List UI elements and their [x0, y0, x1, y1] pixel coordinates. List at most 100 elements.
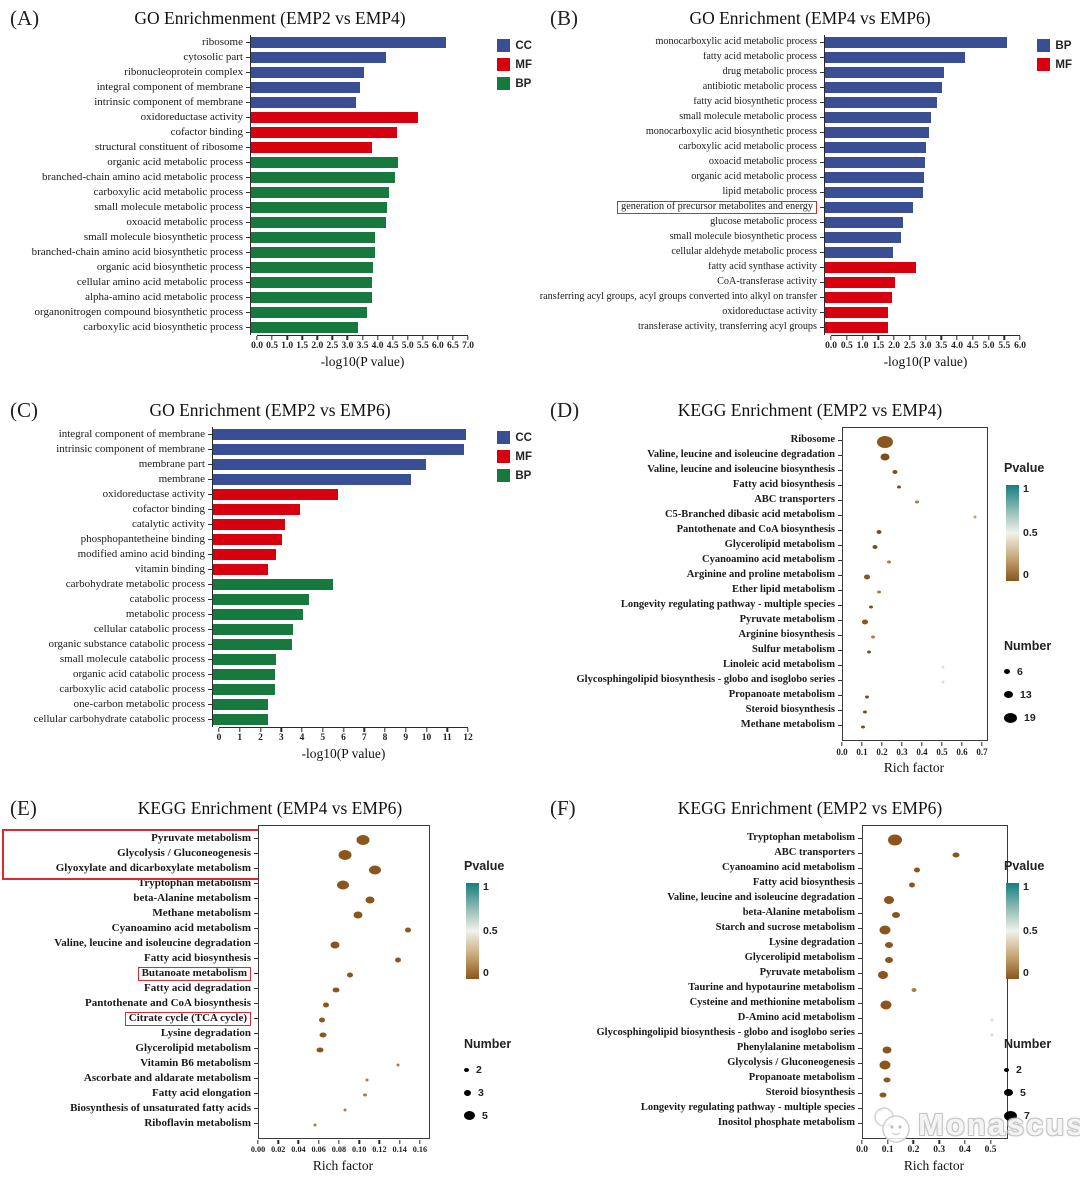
- y-tick-mark: [838, 724, 842, 727]
- bar-track: [212, 697, 468, 712]
- y-tick-mark: [246, 176, 250, 179]
- panel-go-enrichment-emp4-vs-emp6: (B) GO Enrichment (EMP4 vs EMP6) monocar…: [540, 0, 1080, 392]
- x-tick-label: 0.10: [352, 1145, 367, 1154]
- dot-label-row: Arginine biosynthesis: [540, 628, 842, 643]
- x-tick-mark: [909, 336, 911, 340]
- bar-track: [250, 155, 468, 170]
- bar-row: integral component of membrane: [0, 427, 540, 442]
- bar-row: metabolic process: [0, 607, 540, 622]
- category-label: drug metabolic process: [722, 67, 818, 78]
- dot-label-row: Glyoxylate and dicarboxylate metabolism: [0, 861, 258, 876]
- dot-label-row: Valine, leucine and isoleucine degradati…: [0, 936, 258, 951]
- panel-go-enrichment-emp2-vs-emp6: (C) GO Enrichment (EMP2 vs EMP6) integra…: [0, 392, 540, 790]
- bar-row: small molecule metabolic process: [0, 200, 540, 215]
- dot: [897, 485, 901, 488]
- bar: [213, 714, 269, 725]
- dot-label-row: Fatty acid elongation: [0, 1086, 258, 1101]
- category-label-cell: oxoacid metabolic process: [0, 217, 250, 228]
- category-label: Vitamin B6 metabolism: [140, 1057, 251, 1069]
- x-tick-label: 0.0: [251, 341, 263, 351]
- category-label: ribonucleoprotein complex: [124, 67, 243, 78]
- y-tick-mark: [246, 236, 250, 239]
- pvalue-tick-label: 0.5: [483, 925, 498, 937]
- category-label-cell: organic acid metabolic process: [0, 157, 250, 168]
- bar: [213, 429, 466, 440]
- x-tick-label: 3.0: [341, 341, 354, 351]
- category-label-cell: branched-chain amino acid biosynthetic p…: [0, 247, 250, 258]
- bar-rows: monocarboxylic acid metabolic process fat…: [540, 35, 1080, 335]
- category-label: Glycolysis / Gluconeogenesis: [117, 847, 251, 859]
- category-label: Methane metabolism: [152, 907, 251, 919]
- dot-label-row: Valine, leucine and isoleucine biosynthe…: [540, 463, 842, 478]
- bar-row: carbohydrate metabolic process: [0, 577, 540, 592]
- category-label: Arginine biosynthesis: [738, 629, 835, 641]
- number-dot: [464, 1067, 469, 1072]
- category-label: organic acid metabolic process: [107, 157, 243, 168]
- category-label: small molecule biosynthetic process: [669, 232, 817, 243]
- y-tick-mark: [858, 1122, 862, 1125]
- y-tick-mark: [820, 176, 824, 179]
- bar-row: transferase activity, transferring acyl …: [540, 320, 1080, 335]
- dot-label-row: Longevity regulating pathway - multiple …: [540, 1101, 862, 1116]
- x-tick-label: 0.3: [933, 1145, 946, 1155]
- bar-track: [212, 562, 468, 577]
- y-tick-mark: [246, 131, 250, 134]
- legend-item: BP: [497, 77, 532, 90]
- x-tick-label: 0.0: [856, 1145, 868, 1155]
- x-tick-label: 3.5: [935, 341, 948, 351]
- dot: [883, 895, 894, 904]
- y-tick-mark: [820, 86, 824, 89]
- dot-label-row: Pantothenate and CoA biosynthesis: [540, 523, 842, 538]
- category-label: Cyanoamino acid metabolism: [721, 862, 855, 874]
- pvalue-tick-label: 0: [1023, 569, 1029, 581]
- number-label: 19: [1024, 711, 1036, 724]
- y-tick-mark: [838, 499, 842, 502]
- dot: [887, 560, 891, 563]
- category-label-cell: cellular amino acid metabolic process: [0, 277, 250, 288]
- dot: [880, 1000, 892, 1009]
- bar-track: [250, 305, 468, 320]
- x-axis-line: 0 1 2 3 4 5 6 7 8 9 10 11 12: [217, 727, 473, 744]
- bar-row: vitamin binding: [0, 562, 540, 577]
- dot-label-row: D-Amino acid metabolism: [540, 1011, 862, 1026]
- category-label: ABC transporters: [774, 847, 855, 859]
- bar-row: phosphopantetheine binding: [0, 532, 540, 547]
- dot-label-row: Pyruvate metabolism: [540, 966, 862, 981]
- bar-row: generation of precursor metabolites and …: [540, 200, 1080, 215]
- bar: [825, 97, 938, 108]
- category-label-cell: cellular aldehyde metabolic process: [540, 247, 824, 257]
- bar-row: integral component of membrane: [0, 80, 540, 95]
- category-label-cell: intrinsic component of membrane: [0, 97, 250, 108]
- category-label-cell: cellular catabolic process: [0, 624, 212, 635]
- y-tick-mark: [820, 221, 824, 224]
- bar-track: [824, 200, 1020, 215]
- number-label: 13: [1020, 688, 1032, 701]
- category-label: Ether lipid metabolism: [731, 584, 835, 596]
- x-axis-title: Rich factor: [903, 1158, 965, 1173]
- category-label-cell: organonitrogen compound biosynthetic pro…: [0, 307, 250, 318]
- category-label: integral component of membrane: [58, 429, 205, 440]
- dot-plot-box: [842, 427, 988, 741]
- bar-track: [212, 682, 468, 697]
- legend-item: MF: [497, 450, 532, 463]
- x-tick-mark: [846, 336, 848, 340]
- bar: [213, 624, 293, 635]
- category-label: Inositol phosphate metabolism: [717, 1117, 855, 1129]
- panel-kegg-enrichment-emp2-vs-emp4: (D) KEGG Enrichment (EMP2 vs EMP4) Ribos…: [540, 392, 1080, 790]
- dot-label-row: Methane metabolism: [540, 718, 842, 733]
- y-tick-mark: [254, 1002, 258, 1005]
- y-tick-mark: [246, 206, 250, 209]
- dot-label-row: Linoleic acid metabolism: [540, 658, 842, 673]
- bar-track: [824, 65, 1020, 80]
- dot-labels-column: Ribosome Valine, leucine and isoleucine d…: [540, 427, 842, 741]
- bar-track: [212, 652, 468, 667]
- number-dot: [464, 1111, 475, 1120]
- bar-track: [212, 667, 468, 682]
- x-tick-label: 3.5: [356, 341, 369, 351]
- panel-title: KEGG Enrichment (EMP2 vs EMP4): [677, 400, 943, 420]
- dot-label-row: Ascorbate and aldarate metabolism: [0, 1071, 258, 1086]
- number-legend-title: Number: [1004, 1037, 1052, 1051]
- number-legend-item: 6: [1004, 663, 1078, 680]
- dot-plot-area: Tryptophan metabolism ABC transporters Cya…: [540, 825, 1080, 1139]
- x-axis: 0.00 0.02 0.04 0.06 0.08 0.10 0.12 0.14 0.16: [0, 1139, 540, 1156]
